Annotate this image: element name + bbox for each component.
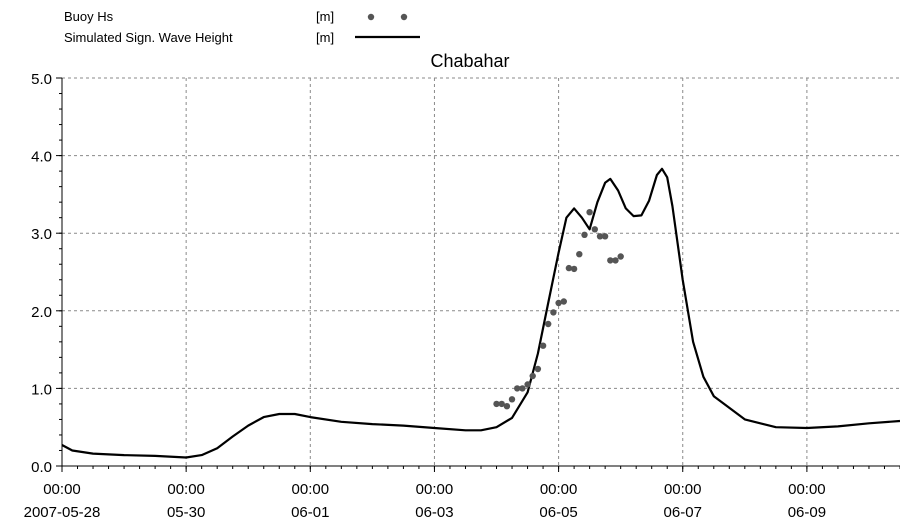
buoy-hs-point [519, 385, 526, 392]
y-tick-labels: 0.0 1.0 2.0 3.0 4.0 5.0 [31, 71, 52, 476]
buoy-hs-point [498, 400, 505, 408]
x-tick-labels: 00:00 2007-05-28 00:00 05-30 00:00 06-01 00:00… [24, 481, 826, 521]
y-tick-label: 4.0 [31, 149, 52, 166]
buoy-hs-point [576, 251, 583, 258]
grid [62, 77, 900, 466]
x-tick-date-label: 06-05 [539, 504, 577, 521]
buoy-hs-point [560, 298, 567, 305]
legend-buoy-marker [400, 13, 408, 21]
buoy-hs-point [612, 257, 619, 264]
x-tick-time-label: 00:00 [292, 481, 330, 498]
buoy-hs-point [539, 342, 547, 349]
buoy-hs-point [534, 365, 542, 373]
buoy-hs-point [596, 233, 604, 240]
buoy-hs-point [555, 299, 562, 307]
buoy-hs-point [581, 231, 588, 238]
buoy-hs-point [508, 396, 516, 403]
y-tick-label: 3.0 [31, 226, 52, 243]
simulated-series [61, 167, 900, 459]
y-tick-label: 5.0 [31, 71, 52, 88]
buoy-series [493, 209, 624, 410]
legend: Buoy Hs [m] Simulated Sign. Wave Height … [64, 9, 420, 45]
buoy-hs-point [570, 265, 578, 273]
y-tick-label: 1.0 [31, 381, 52, 398]
legend-simulated-label: Simulated Sign. Wave Height [64, 30, 233, 45]
buoy-hs-point [514, 385, 521, 392]
x-tick-time-label: 00:00 [788, 481, 826, 498]
legend-buoy-unit: [m] [316, 9, 334, 24]
x-tick-date-label: 06-09 [788, 504, 826, 521]
y-tick-label: 0.0 [31, 459, 52, 476]
buoy-hs-point [591, 226, 598, 233]
axes [56, 77, 900, 472]
x-tick-time-label: 00:00 [664, 481, 702, 498]
buoy-hs-point [503, 403, 511, 410]
x-tick-time-label: 00:00 [540, 481, 578, 498]
buoy-hs-point [607, 257, 614, 264]
buoy-hs-point [550, 309, 557, 316]
buoy-hs-point [586, 209, 593, 216]
buoy-hs-point [545, 320, 552, 328]
x-tick-time-label: 00:00 [43, 481, 81, 498]
x-tick-time-label: 00:00 [167, 481, 205, 498]
x-tick-time-label: 00:00 [416, 481, 454, 498]
x-tick-date-label: 06-01 [291, 504, 329, 521]
buoy-hs-point [617, 253, 624, 260]
buoy-hs-point [529, 372, 536, 380]
x-tick-date-label: 06-07 [664, 504, 702, 521]
buoy-hs-point [524, 381, 531, 388]
simulated-wave-height-line [61, 167, 900, 459]
legend-buoy-label: Buoy Hs [64, 9, 114, 24]
buoy-hs-point [565, 264, 573, 272]
buoy-hs-point [493, 400, 500, 408]
x-tick-date-label: 05-30 [167, 504, 205, 521]
y-tick-label: 2.0 [31, 304, 52, 321]
x-tick-date-label: 2007-05-28 [24, 504, 101, 521]
chart-title: Chabahar [430, 51, 509, 71]
legend-buoy-marker [367, 13, 375, 21]
legend-simulated-unit: [m] [316, 30, 334, 45]
buoy-hs-point [601, 233, 609, 240]
x-tick-date-label: 06-03 [415, 504, 453, 521]
